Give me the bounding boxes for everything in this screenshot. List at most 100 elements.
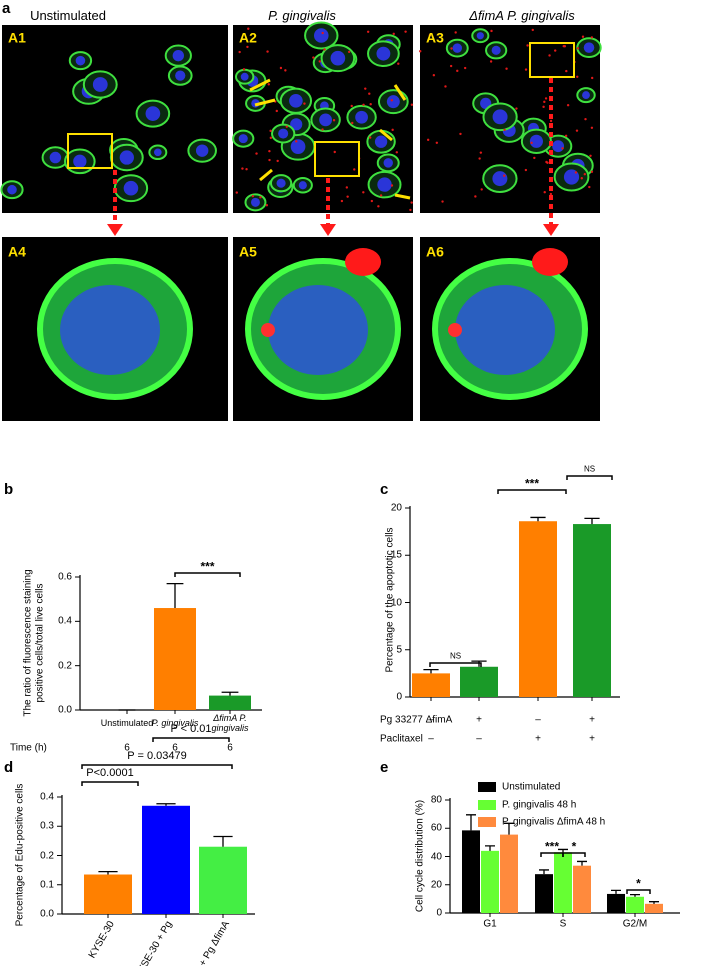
inset-box bbox=[67, 133, 113, 169]
row-value: – bbox=[535, 714, 541, 726]
bacterium bbox=[580, 177, 583, 180]
bacterium bbox=[318, 60, 321, 63]
bacterium bbox=[554, 49, 557, 52]
y-axis-label: The ratio of fluorescence staining bbox=[22, 569, 34, 717]
bacterium bbox=[584, 117, 587, 121]
bacterium bbox=[345, 186, 349, 189]
bacterium bbox=[563, 45, 567, 48]
pointer-arrow bbox=[379, 128, 393, 142]
bacterium bbox=[395, 151, 399, 154]
pointer-arrow bbox=[393, 84, 407, 101]
error-bar bbox=[423, 668, 439, 674]
bacterium bbox=[566, 103, 570, 107]
image-label: A1 bbox=[8, 29, 26, 46]
bacterium bbox=[515, 107, 518, 110]
significance-label: P<0.0001 bbox=[86, 766, 134, 779]
bacterium bbox=[549, 192, 553, 196]
y-tick-label: 0.3 bbox=[40, 820, 54, 832]
row-label: Paclitaxel bbox=[380, 733, 423, 745]
pointer-arrow bbox=[254, 98, 276, 107]
bacterium bbox=[362, 191, 365, 194]
bacterium bbox=[459, 132, 462, 136]
column-header: ΔfimA P. gingivalis bbox=[469, 7, 575, 23]
y-axis-label: positive cells/total live cells bbox=[34, 583, 46, 703]
nucleus bbox=[175, 70, 186, 81]
bacterium bbox=[366, 30, 370, 33]
nucleus bbox=[355, 110, 368, 124]
bacterium bbox=[285, 125, 288, 128]
nucleus bbox=[195, 144, 209, 157]
bacterium bbox=[279, 66, 283, 70]
zoom-arrow-head bbox=[320, 224, 336, 236]
bar bbox=[500, 834, 518, 913]
bacterium bbox=[269, 136, 273, 140]
significance-label: * bbox=[636, 876, 641, 891]
nucleus bbox=[376, 46, 391, 61]
error-bar bbox=[221, 691, 239, 696]
y-tick-label: 0.4 bbox=[58, 615, 72, 627]
image-label: A3 bbox=[426, 29, 444, 46]
bacterium bbox=[544, 97, 548, 100]
nucleus bbox=[374, 135, 388, 148]
y-tick-label: 10 bbox=[390, 597, 402, 608]
nucleus bbox=[313, 28, 329, 43]
y-tick-label: 5 bbox=[396, 644, 402, 656]
significance-label: P = 0.03479 bbox=[127, 749, 187, 762]
significance-bracket bbox=[626, 889, 651, 894]
bacterium bbox=[391, 128, 394, 132]
bacterium bbox=[426, 138, 430, 142]
significance-label: *** bbox=[524, 476, 540, 491]
nucleus bbox=[145, 106, 161, 121]
bacterium bbox=[479, 151, 483, 154]
nucleus bbox=[240, 72, 249, 81]
bacterium bbox=[295, 140, 298, 143]
error-bar bbox=[156, 803, 176, 806]
inset-box bbox=[529, 42, 575, 78]
panel-label: e bbox=[380, 758, 389, 776]
bacterium bbox=[531, 28, 534, 32]
significance-label: P < 0.01 bbox=[170, 722, 212, 735]
error-bar bbox=[471, 660, 487, 667]
bacterium bbox=[353, 168, 356, 171]
nucleus bbox=[552, 140, 565, 153]
panel-label: c bbox=[380, 480, 389, 498]
bacterium bbox=[480, 188, 483, 191]
bacterium bbox=[350, 104, 353, 108]
bacterium bbox=[321, 128, 324, 131]
zoom-arrow-head bbox=[543, 224, 559, 236]
nucleus bbox=[289, 93, 303, 108]
bacterium bbox=[474, 195, 477, 198]
bacterium bbox=[533, 156, 536, 160]
bacterium bbox=[435, 141, 439, 145]
significance-label: *** bbox=[544, 839, 560, 854]
image-label: A4 bbox=[8, 243, 26, 260]
nucleus bbox=[377, 177, 392, 192]
bacterium bbox=[276, 159, 279, 163]
y-axis-label: Percentage of Edu-positive cells bbox=[14, 783, 26, 927]
bacterium bbox=[312, 56, 315, 59]
zoom-bacteria bbox=[532, 248, 568, 276]
bacterium bbox=[241, 167, 244, 170]
significance-bracket bbox=[562, 852, 586, 857]
nucleus bbox=[563, 169, 580, 185]
bar bbox=[481, 850, 499, 913]
y-tick-label: 60 bbox=[430, 822, 442, 834]
significance-bracket bbox=[81, 781, 139, 786]
error-bar bbox=[649, 901, 659, 904]
row-value: + bbox=[476, 714, 482, 726]
bacterium bbox=[545, 160, 548, 164]
bacterium bbox=[524, 168, 528, 172]
row-value: 6 bbox=[124, 742, 130, 754]
column-header: Unstimulated bbox=[30, 7, 106, 23]
bacterium bbox=[590, 126, 594, 130]
bacterium bbox=[428, 33, 432, 37]
bacterium bbox=[588, 185, 591, 189]
x-tick-label: P. gingivalis bbox=[151, 718, 199, 729]
error-bar bbox=[539, 869, 549, 875]
error-bar bbox=[577, 860, 587, 866]
nucleus bbox=[276, 178, 286, 188]
bacterium bbox=[267, 83, 270, 86]
zoom-bacteria bbox=[261, 323, 275, 337]
x-tick-label: S bbox=[559, 918, 567, 930]
bacterium bbox=[235, 191, 238, 194]
